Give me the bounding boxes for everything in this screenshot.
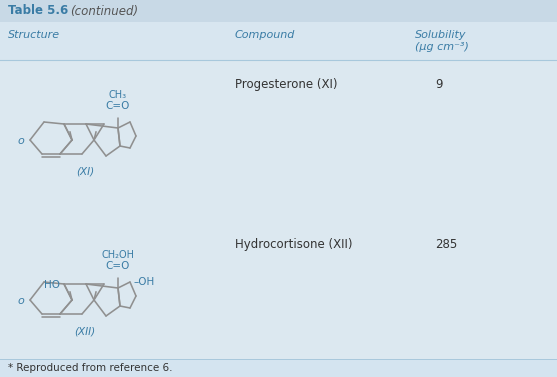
Text: Structure: Structure — [8, 30, 60, 40]
Text: 9: 9 — [435, 78, 442, 91]
Text: (μg cm⁻³): (μg cm⁻³) — [415, 42, 469, 52]
Bar — [0, 359, 557, 377]
Text: HO: HO — [44, 280, 60, 290]
Bar — [0, 0, 557, 22]
Text: CH₃: CH₃ — [109, 90, 127, 100]
Text: (XII): (XII) — [75, 326, 96, 336]
Text: Hydrocortisone (XII): Hydrocortisone (XII) — [235, 238, 353, 251]
Text: –OH: –OH — [134, 277, 155, 287]
Text: o: o — [17, 136, 24, 146]
Text: Compound: Compound — [235, 30, 295, 40]
Text: (XI): (XI) — [76, 166, 94, 176]
Text: CH₂OH: CH₂OH — [101, 250, 134, 260]
Text: o: o — [17, 296, 24, 306]
Bar — [0, 22, 557, 60]
Text: (continued): (continued) — [70, 5, 138, 17]
Text: Solubility: Solubility — [415, 30, 467, 40]
Text: C=O: C=O — [106, 101, 130, 111]
Text: 285: 285 — [435, 238, 457, 251]
Text: * Reproduced from reference 6.: * Reproduced from reference 6. — [8, 363, 173, 373]
Text: Progesterone (XI): Progesterone (XI) — [235, 78, 338, 91]
Text: C=O: C=O — [106, 261, 130, 271]
Text: Table 5.6: Table 5.6 — [8, 5, 69, 17]
